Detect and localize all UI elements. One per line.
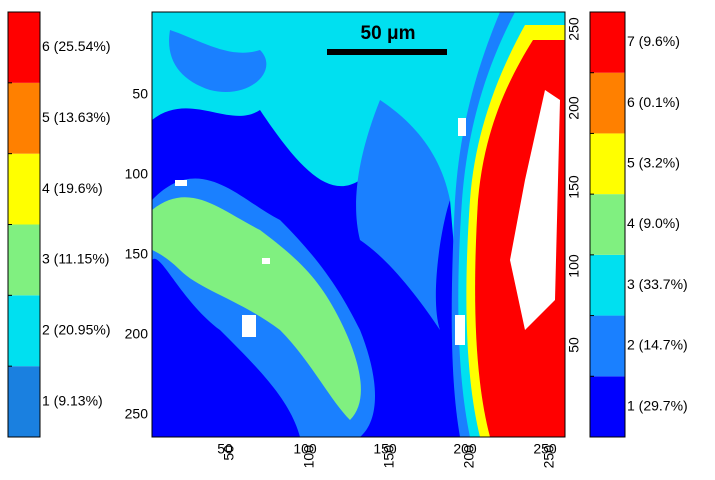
colorbar-segment <box>590 12 625 73</box>
colorbar-segment <box>8 224 40 296</box>
colorbar-label: 3 (11.15%) <box>42 251 109 267</box>
x-tick-label: 200 <box>453 441 477 457</box>
x-tick-label: 150 <box>373 441 397 457</box>
colorbar-segment <box>8 12 40 83</box>
phase-map <box>152 12 565 437</box>
right-tick-label: 50 <box>566 337 582 353</box>
x-tick-label-rotated: 50 <box>221 445 237 461</box>
y-tick-label: 200 <box>125 326 149 342</box>
colorbar-segment <box>590 133 625 195</box>
colorbar-segment <box>590 376 625 437</box>
colorbar-segment <box>8 295 40 367</box>
colorbar-segment <box>8 82 40 154</box>
colorbar-label: 4 (9.0%) <box>627 215 680 231</box>
colorbar-label: 5 (13.63%) <box>42 109 110 125</box>
right-tick-label: 150 <box>566 175 582 199</box>
colorbar-label: 6 (0.1%) <box>627 94 680 110</box>
colorbar-label: 1 (9.13%) <box>42 392 103 408</box>
right-tick-label: 200 <box>566 96 582 120</box>
colorbar-segment <box>590 315 625 377</box>
x-tick-label-rotated: 150 <box>381 445 397 469</box>
x-tick-label: 100 <box>293 441 317 457</box>
colorbar-label: 3 (33.7%) <box>627 276 688 292</box>
y-tick-label: 150 <box>125 246 149 262</box>
y-tick-label: 250 <box>125 406 149 422</box>
scale-bar <box>327 49 447 55</box>
right-tick-label: 250 <box>566 17 582 41</box>
colorbar-segment <box>8 153 40 225</box>
colorbar-label: 2 (20.95%) <box>42 321 110 337</box>
colorbar-segment <box>590 194 625 255</box>
colorbar-label: 6 (25.54%) <box>42 38 110 54</box>
image-frame <box>151 11 566 438</box>
colorbar-frame <box>589 11 626 438</box>
x-tick-label: 50 <box>217 441 233 457</box>
scale-label: 50 μm <box>361 23 416 44</box>
colorbar-label: 4 (19.6%) <box>42 180 103 196</box>
x-tick-label-rotated: 200 <box>461 445 477 469</box>
right-tick-label: 100 <box>566 254 582 278</box>
y-tick-label: 50 <box>132 86 148 102</box>
colorbar-label: 7 (9.6%) <box>627 33 680 49</box>
y-tick-label: 100 <box>125 166 149 182</box>
colorbar-label: 2 (14.7%) <box>627 337 688 353</box>
colorbar-label: 5 (3.2%) <box>627 154 680 170</box>
colorbar-segment <box>590 72 625 134</box>
colorbar-segment <box>8 366 40 437</box>
colorbar-frame <box>7 11 41 438</box>
colorbar-segment <box>590 254 625 316</box>
x-tick-label-rotated: 250 <box>541 445 557 469</box>
x-tick-label-rotated: 100 <box>301 445 317 469</box>
colorbar-label: 1 (29.7%) <box>627 397 688 413</box>
x-tick-label: 250 <box>533 441 557 457</box>
